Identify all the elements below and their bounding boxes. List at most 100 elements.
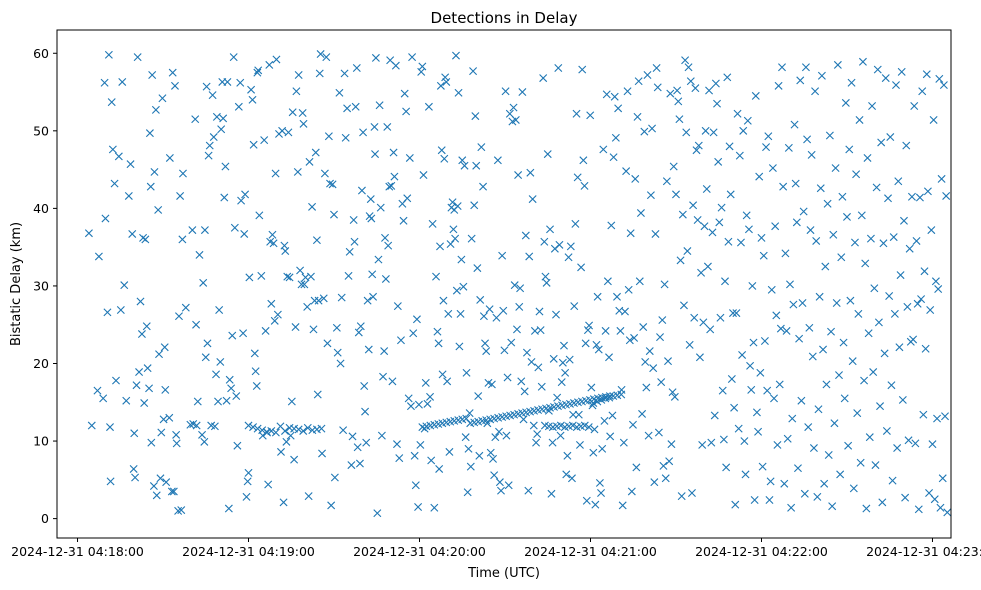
data-point <box>884 194 893 203</box>
data-point <box>781 249 790 258</box>
data-point <box>775 380 784 389</box>
data-point <box>258 426 267 435</box>
data-point <box>248 95 257 104</box>
data-point <box>590 425 599 434</box>
data-point <box>284 128 293 137</box>
data-point <box>703 262 712 271</box>
data-point <box>747 385 756 394</box>
data-point <box>691 84 700 93</box>
data-point <box>391 61 400 70</box>
data-point <box>532 438 541 447</box>
data-point <box>584 423 593 432</box>
data-point <box>464 444 473 453</box>
data-point <box>558 358 567 367</box>
data-point <box>787 503 796 512</box>
data-point <box>326 179 335 188</box>
data-point <box>755 172 764 181</box>
data-point <box>707 438 716 447</box>
data-point <box>736 238 745 247</box>
data-point <box>591 500 600 509</box>
data-point <box>460 161 469 170</box>
data-point <box>543 150 552 159</box>
data-point <box>672 190 680 199</box>
data-point <box>658 316 667 325</box>
data-point <box>387 181 396 190</box>
data-point <box>876 402 885 411</box>
data-point <box>646 191 655 200</box>
data-point <box>809 444 818 453</box>
data-point <box>717 203 726 212</box>
data-point <box>812 236 821 245</box>
data-point <box>377 431 386 440</box>
data-point <box>738 350 747 359</box>
data-point <box>811 87 820 96</box>
data-point <box>457 255 466 264</box>
data-point <box>774 81 783 90</box>
data-point <box>852 170 861 179</box>
data-point <box>611 133 620 142</box>
data-point <box>347 461 356 470</box>
data-point <box>807 150 816 159</box>
data-point <box>243 477 252 486</box>
data-point <box>343 104 352 113</box>
chart-title: Detections in Delay <box>431 9 578 27</box>
data-point <box>324 132 333 141</box>
data-point <box>833 60 842 69</box>
data-point <box>706 325 715 334</box>
data-point <box>104 50 113 59</box>
data-point <box>489 454 498 463</box>
data-point <box>617 390 626 399</box>
data-point <box>766 477 775 486</box>
data-point <box>314 296 323 305</box>
data-point <box>762 143 771 152</box>
data-point <box>405 153 414 162</box>
data-point <box>654 428 663 437</box>
data-point <box>589 448 598 457</box>
data-point <box>283 272 292 281</box>
data-point <box>362 438 371 447</box>
data-point <box>221 162 230 171</box>
data-point <box>613 292 621 301</box>
data-point <box>699 318 708 327</box>
data-point <box>491 433 500 442</box>
data-point <box>442 77 451 86</box>
data-point <box>903 302 912 311</box>
data-point <box>200 226 209 235</box>
data-point <box>539 74 548 83</box>
data-point <box>610 92 619 101</box>
data-point <box>501 87 510 96</box>
data-point <box>525 252 534 261</box>
data-point <box>311 148 320 157</box>
data-point <box>825 131 834 140</box>
data-point <box>339 426 348 435</box>
data-point <box>599 145 608 154</box>
data-point <box>396 336 405 345</box>
data-point <box>250 349 259 358</box>
data-point <box>657 378 666 387</box>
data-point <box>796 76 805 85</box>
data-point <box>309 325 318 334</box>
data-point <box>188 226 197 235</box>
data-point <box>896 271 905 280</box>
data-point <box>685 340 694 349</box>
data-point <box>219 114 228 123</box>
data-point <box>690 313 699 322</box>
data-point <box>878 498 887 507</box>
data-point <box>440 154 449 163</box>
data-point <box>886 133 895 142</box>
data-point <box>294 70 303 79</box>
data-point <box>869 368 878 377</box>
data-point <box>858 57 867 66</box>
data-point <box>165 413 174 422</box>
data-point <box>335 88 344 97</box>
data-point <box>364 345 373 354</box>
data-point <box>433 327 442 336</box>
data-point <box>252 381 261 390</box>
data-point <box>267 426 276 435</box>
data-point <box>367 214 376 223</box>
data-point <box>554 64 563 72</box>
data-point <box>291 323 300 332</box>
data-point <box>561 368 570 377</box>
data-point <box>687 489 696 498</box>
data-point <box>881 74 890 83</box>
